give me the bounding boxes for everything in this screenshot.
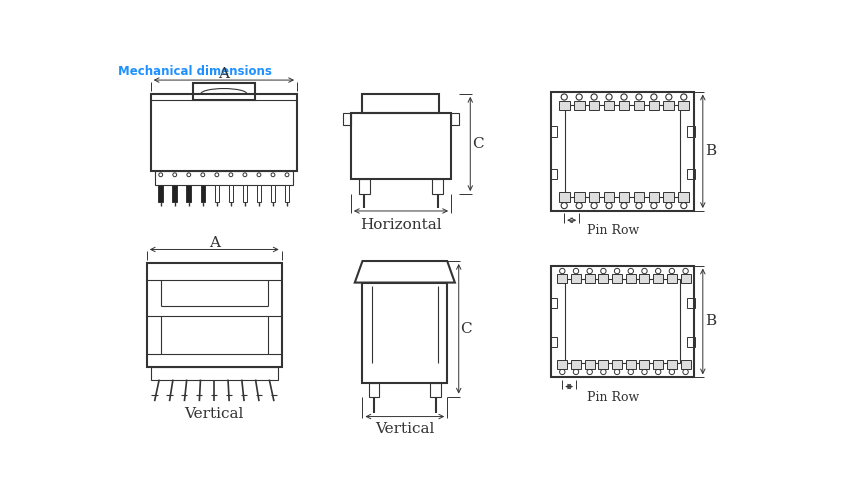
Bar (351, 113, 451, 179)
Bar (558, 274, 567, 283)
Bar (565, 106, 680, 197)
Bar (678, 101, 689, 110)
Bar (558, 360, 567, 369)
Bar (155, 171, 293, 185)
Bar (551, 91, 694, 211)
Bar (173, 185, 177, 202)
Bar (550, 126, 558, 137)
Bar (664, 101, 674, 110)
Bar (598, 360, 609, 369)
Bar (270, 185, 275, 202)
Text: Horizontal: Horizontal (360, 218, 442, 232)
Bar (585, 360, 595, 369)
Bar (667, 360, 677, 369)
Bar (688, 168, 695, 179)
Text: Pin Row: Pin Row (586, 391, 639, 404)
Bar (285, 185, 289, 202)
Text: C: C (461, 322, 473, 336)
Text: C: C (472, 137, 484, 151)
Bar (688, 337, 695, 347)
Bar (678, 193, 689, 202)
Bar (571, 274, 581, 283)
Bar (604, 101, 615, 110)
Bar (585, 274, 595, 283)
Bar (574, 193, 585, 202)
Text: A: A (209, 236, 220, 250)
Bar (681, 274, 690, 283)
Text: Vertical: Vertical (375, 422, 434, 436)
Text: A: A (218, 67, 230, 81)
Bar (649, 193, 660, 202)
Text: Pin Row: Pin Row (586, 224, 639, 238)
Bar (664, 193, 674, 202)
Bar (201, 185, 205, 202)
Bar (626, 360, 636, 369)
Bar (649, 101, 660, 110)
Bar (571, 360, 581, 369)
Text: Mechanical dimensions: Mechanical dimensions (117, 65, 271, 79)
Bar (214, 185, 219, 202)
Bar (681, 360, 690, 369)
Bar (619, 101, 629, 110)
Bar (193, 83, 255, 100)
Bar (612, 274, 622, 283)
Bar (158, 185, 163, 202)
Bar (359, 179, 370, 194)
Bar (362, 283, 447, 383)
Bar (565, 280, 680, 364)
Bar (558, 101, 570, 110)
Bar (229, 185, 233, 202)
Bar (589, 193, 599, 202)
Text: B: B (705, 315, 716, 329)
Bar (558, 193, 570, 202)
Bar (551, 266, 694, 377)
Bar (242, 185, 247, 202)
Bar (639, 360, 649, 369)
Bar (589, 101, 599, 110)
Text: B: B (705, 144, 716, 158)
Bar (633, 193, 644, 202)
Bar (362, 94, 439, 113)
Bar (550, 337, 558, 347)
Bar (604, 193, 615, 202)
Bar (626, 274, 636, 283)
Bar (257, 185, 261, 202)
Bar (147, 263, 281, 367)
Bar (688, 126, 695, 137)
Bar (574, 101, 585, 110)
Bar (451, 113, 459, 124)
Bar (612, 360, 622, 369)
Bar (653, 274, 663, 283)
Bar (430, 383, 441, 397)
Bar (550, 298, 558, 308)
Bar (667, 274, 677, 283)
Bar (369, 383, 379, 397)
Bar (598, 274, 609, 283)
Bar (150, 94, 297, 171)
Bar (633, 101, 644, 110)
Bar (653, 360, 663, 369)
Bar (639, 274, 649, 283)
Bar (343, 113, 351, 124)
Bar (150, 367, 278, 379)
Bar (688, 298, 695, 308)
Bar (619, 193, 629, 202)
Bar (550, 168, 558, 179)
Text: Vertical: Vertical (184, 407, 244, 421)
Bar (432, 179, 444, 194)
Bar (186, 185, 191, 202)
